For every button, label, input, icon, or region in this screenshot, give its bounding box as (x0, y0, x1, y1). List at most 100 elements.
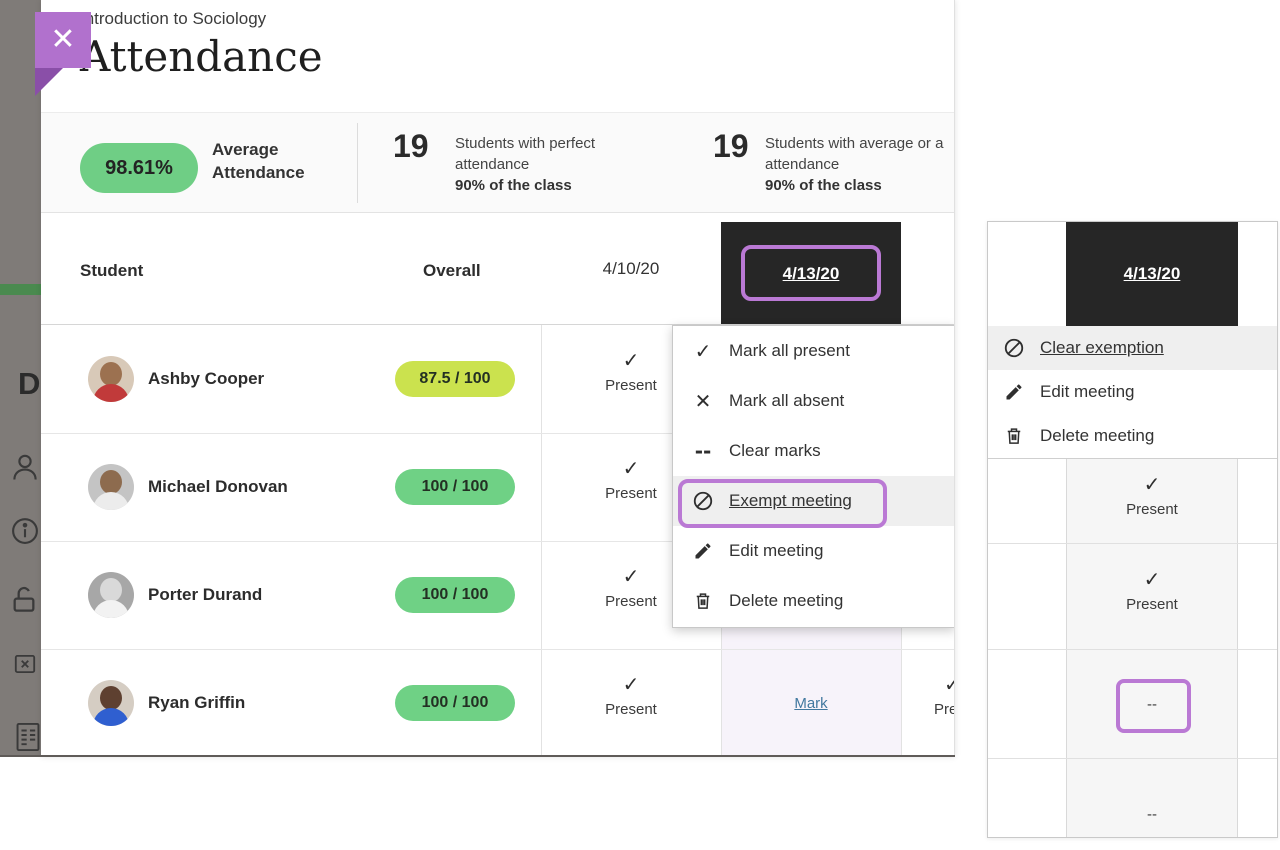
stat-line: attendance (455, 156, 530, 173)
overall-score-badge: 100 / 100 (395, 685, 515, 721)
perfect-attendance-count: 19 (393, 128, 429, 164)
perfect-attendance-label: Students with perfect attendance 90% of … (455, 133, 595, 196)
stat-line: attendance (765, 156, 840, 173)
stats-bar: 98.61% Average Attendance 19 Students wi… (41, 112, 954, 213)
row-divider (988, 543, 1277, 544)
exempt-mark-label: -- (1147, 806, 1157, 823)
column-header-overall: Overall (423, 261, 481, 280)
average-attendance-label: Average Attendance (212, 140, 305, 182)
table-row: Porter Durand 100 / 100 ✓ Present (41, 541, 954, 649)
menu-item-label: Clear marks (729, 441, 821, 460)
student-name: Ashby Cooper (148, 369, 265, 388)
panel-column-header-date-4-13[interactable]: 4/13/20 (1066, 222, 1238, 326)
trash-icon (691, 591, 715, 611)
menu-item-edit-meeting[interactable]: Edit meeting (988, 370, 1277, 414)
page-bottom-edge (0, 755, 955, 757)
attendance-cell-unmarked[interactable]: Mark (721, 649, 901, 757)
panel-cell-exempt[interactable]: -- (1066, 806, 1238, 823)
row-divider (41, 433, 954, 434)
menu-item-clear-marks[interactable]: -- Clear marks (673, 426, 954, 476)
panel-cell-exempt[interactable]: -- (1066, 696, 1238, 713)
page-title: Attendance (80, 32, 323, 81)
student-name: Porter Durand (148, 585, 263, 604)
attendance-status-label: Present (1126, 596, 1178, 613)
row-divider (41, 541, 954, 542)
column-header-date-4-10[interactable]: 4/10/20 (541, 213, 721, 325)
exempted-column-panel: 4/13/20 Clear exemption Edit meeting Del… (987, 221, 1278, 838)
overall-score-badge: 87.5 / 100 (395, 361, 515, 397)
x-icon: ✕ (694, 389, 712, 413)
check-icon: ✓ (622, 456, 640, 480)
overall-score-badge: 100 / 100 (395, 577, 515, 613)
menu-item-label: Delete meeting (729, 591, 844, 610)
menu-item-mark-all-present[interactable]: ✓ Mark all present (673, 326, 954, 376)
check-icon: ✓ (1143, 567, 1161, 591)
person-icon (10, 452, 40, 482)
panel-cell-present[interactable]: ✓ Present (1066, 473, 1238, 518)
menu-item-exempt-meeting[interactable]: Exempt meeting (673, 476, 954, 526)
pencil-icon (691, 541, 715, 561)
dimmed-page-strip: D (0, 0, 41, 757)
table-header-border (41, 324, 954, 325)
attendance-cell-present-clipped[interactable]: ✓ Present (934, 673, 954, 733)
menu-item-label: Clear exemption (1040, 338, 1164, 357)
menu-item-clear-exemption[interactable]: Clear exemption (988, 326, 1277, 370)
attendance-cell-present[interactable]: ✓ Present (541, 349, 721, 409)
pencil-icon (1002, 382, 1026, 402)
exempt-icon (1002, 337, 1026, 359)
attendance-status-label: Present (1126, 501, 1178, 518)
mark-link[interactable]: Mark (794, 694, 828, 712)
avatar (88, 680, 134, 726)
menu-item-label: Edit meeting (1040, 382, 1135, 401)
menu-item-delete-meeting[interactable]: Delete meeting (673, 576, 954, 626)
panel-meeting-options-menu: Clear exemption Edit meeting Delete meet… (988, 326, 1277, 459)
check-icon: ✓ (622, 564, 640, 588)
menu-item-edit-meeting[interactable]: Edit meeting (673, 526, 954, 576)
attendance-status-label: Present (605, 485, 657, 502)
average-attendance-badge: 98.61% (80, 143, 198, 193)
attendance-cell-present[interactable]: ✓ Present (541, 457, 721, 517)
stats-divider (357, 123, 358, 203)
stat-subline: 90% of the class (455, 177, 572, 194)
check-icon: ✓ (934, 673, 954, 695)
row-divider (988, 758, 1277, 759)
check-icon: ✓ (622, 348, 640, 372)
table-header: Student Overall 4/10/20 4/13/20 (41, 213, 954, 325)
attendance-status-label: Present (605, 593, 657, 610)
student-name: Michael Donovan (148, 477, 288, 496)
menu-item-mark-all-absent[interactable]: ✕ Mark all absent (673, 376, 954, 426)
unlock-icon (8, 584, 40, 616)
attendance-status-label: Present (605, 701, 657, 718)
avatar (88, 464, 134, 510)
stat-line: Students with average or a (765, 135, 944, 152)
dash-icon: -- (694, 439, 712, 463)
course-title: Introduction to Sociology (80, 9, 267, 28)
menu-item-label: Mark all absent (729, 391, 845, 410)
close-icon: ✕ (50, 22, 76, 57)
stat-line: Students with perfect (455, 135, 596, 152)
trash-icon (1002, 426, 1026, 446)
avatar (88, 572, 134, 618)
menu-item-delete-meeting[interactable]: Delete meeting (988, 414, 1277, 458)
attendance-status-label: Present (934, 701, 954, 718)
partial-heading: D (18, 366, 41, 401)
row-divider (41, 649, 954, 650)
attendance-cell-present[interactable]: ✓ Present (541, 565, 721, 625)
row-divider (988, 649, 1277, 650)
check-icon: ✓ (622, 672, 640, 696)
info-icon (10, 516, 40, 546)
menu-item-label: Edit meeting (729, 541, 824, 560)
above-average-label: Students with average or a attendance 90… (765, 133, 943, 196)
menu-item-label: Exempt meeting (729, 491, 852, 510)
close-button[interactable]: ✕ (35, 12, 91, 68)
table-row: Michael Donovan 100 / 100 ✓ Present (41, 433, 954, 541)
meeting-options-menu: ✓ Mark all present ✕ Mark all absent -- … (672, 325, 954, 628)
exempt-icon (691, 490, 715, 512)
roster-icon (12, 720, 41, 754)
panel-cell-present[interactable]: ✓ Present (1066, 568, 1238, 613)
column-header-date-4-13-selected[interactable]: 4/13/20 (721, 222, 901, 325)
exempt-mark-label: -- (1147, 696, 1157, 713)
selected-date-label: 4/13/20 (782, 263, 840, 283)
attendance-cell-present[interactable]: ✓ Present (541, 673, 721, 733)
